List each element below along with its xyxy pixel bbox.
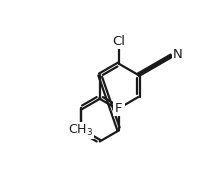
Text: Cl: Cl xyxy=(112,35,125,48)
Text: N: N xyxy=(114,102,124,115)
Text: F: F xyxy=(115,102,123,115)
Text: N: N xyxy=(173,48,183,61)
Text: CH$_3$: CH$_3$ xyxy=(68,123,93,138)
